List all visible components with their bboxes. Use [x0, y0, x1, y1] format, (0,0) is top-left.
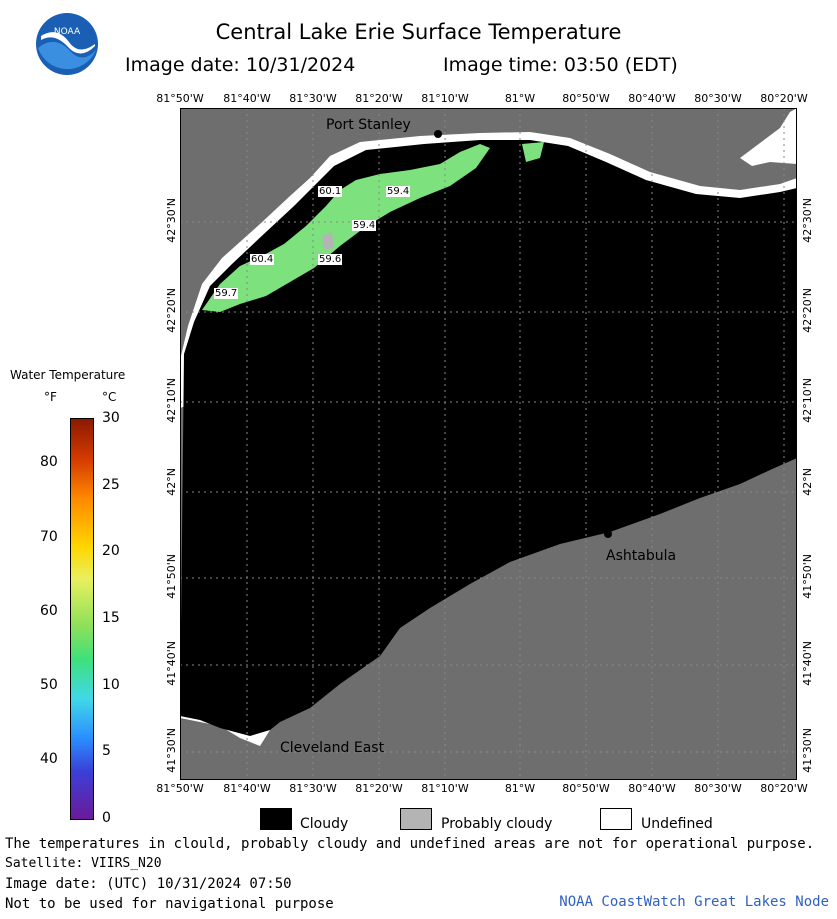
legend-title: Water Temperature	[10, 368, 126, 382]
longitude-tick-label: 80°30'W	[694, 782, 742, 795]
latitude-tick-label: 41°40'N	[801, 641, 814, 686]
latitude-tick-label: 42°10'N	[801, 378, 814, 423]
fahrenheit-tick-label: 80	[40, 454, 58, 471]
lake-map	[180, 108, 797, 780]
latitude-tick-label: 41°30'N	[165, 728, 178, 773]
longitude-tick-label: 80°50'W	[562, 782, 610, 795]
color-bar	[70, 418, 94, 820]
latitude-tick-label: 41°50'N	[801, 554, 814, 599]
fahrenheit-tick-label: 40	[40, 750, 58, 767]
port-stanley-label: Port Stanley	[326, 117, 411, 133]
latitude-tick-label: 41°40'N	[165, 641, 178, 686]
temperature-label: 59.6	[318, 254, 343, 265]
latitude-tick-label: 42°N	[165, 468, 178, 496]
longitude-tick-label: 81°30'W	[289, 92, 337, 105]
probably-cloudy-patch	[322, 232, 334, 250]
longitude-tick-label: 80°30'W	[694, 92, 742, 105]
disclaimer: The temperatures in clould, probably clo…	[5, 836, 815, 852]
image-date: Image date: 10/31/2024	[125, 54, 356, 76]
graticule	[180, 108, 797, 780]
longitude-tick-label: 81°40'W	[223, 782, 271, 795]
noaa-logo: NOAA	[35, 12, 99, 76]
cleveland-east-marker	[266, 720, 274, 728]
noaa-logo-text: NOAA	[54, 27, 81, 37]
celsius-tick-label: 30	[102, 410, 120, 426]
ashtabula-label: Ashtabula	[606, 548, 677, 564]
longitude-tick-label: 81°50'W	[156, 92, 204, 105]
undefined-label: Undefined	[641, 816, 713, 832]
port-stanley-marker	[434, 130, 442, 138]
celsius-tick-label: 15	[102, 610, 120, 626]
latitude-tick-label: 42°20'N	[165, 288, 178, 333]
cloudy-swatch	[260, 808, 292, 830]
legend-unit-celsius: °C	[102, 390, 117, 404]
probably-cloudy-swatch	[400, 808, 432, 830]
longitude-tick-label: 81°30'W	[289, 782, 337, 795]
temperature-label: 59.4	[386, 186, 411, 197]
celsius-tick-label: 10	[102, 676, 120, 693]
latitude-tick-label: 41°50'N	[165, 554, 178, 599]
satellite: Satellite: VIIRS_N20	[5, 856, 162, 871]
cloudy-label: Cloudy	[300, 816, 349, 832]
longitude-tick-label: 80°20'W	[760, 782, 808, 795]
longitude-tick-label: 81°W	[504, 782, 536, 795]
latitude-tick-label: 42°20'N	[801, 288, 814, 333]
longitude-tick-label: 81°50'W	[156, 782, 204, 795]
warm-water-band	[202, 144, 490, 312]
celsius-tick-label: 0	[102, 810, 111, 826]
longitude-tick-label: 81°20'W	[355, 92, 403, 105]
longitude-tick-label: 80°40'W	[628, 92, 676, 105]
longitude-tick-label: 80°40'W	[628, 782, 676, 795]
latitude-tick-label: 42°10'N	[165, 378, 178, 423]
celsius-tick-label: 25	[102, 476, 120, 493]
temperature-label: 60.4	[250, 254, 275, 265]
credit-line: NOAA CoastWatch Great Lakes Node	[559, 894, 829, 910]
fahrenheit-tick-label: 50	[40, 676, 58, 693]
longitude-tick-label: 81°40'W	[223, 92, 271, 105]
temperature-label: 59.7	[214, 288, 239, 299]
undefined-patch-east	[740, 108, 797, 166]
latitude-tick-label: 41°30'N	[801, 728, 814, 773]
longitude-tick-label: 80°50'W	[562, 92, 610, 105]
temperature-label: 59.4	[352, 220, 377, 231]
latitude-tick-label: 42°30'N	[165, 198, 178, 243]
cloudy-lake	[180, 140, 797, 736]
temperature-label: 60.1	[318, 186, 343, 197]
noaa-logo-icon: NOAA	[36, 13, 98, 75]
longitude-tick-label: 81°20'W	[355, 782, 403, 795]
warm-water-patch	[522, 142, 544, 162]
probably-cloudy-label: Probably cloudy	[441, 816, 553, 832]
cleveland-east-label: Cleveland East	[280, 740, 385, 756]
latitude-tick-label: 42°30'N	[801, 198, 814, 243]
celsius-tick-label: 20	[102, 543, 120, 560]
fahrenheit-tick-label: 70	[40, 528, 58, 545]
image-time: Image time: 03:50 (EDT)	[443, 54, 678, 76]
longitude-tick-label: 81°10'W	[421, 92, 469, 105]
latitude-tick-label: 42°N	[801, 468, 814, 496]
longitude-tick-label: 80°20'W	[760, 92, 808, 105]
page-title: Central Lake Erie Surface Temperature	[215, 20, 622, 44]
ashtabula-marker	[604, 530, 612, 538]
longitude-tick-label: 81°10'W	[421, 782, 469, 795]
longitude-tick-label: 81°W	[504, 92, 536, 105]
celsius-tick-label: 5	[102, 743, 111, 760]
utc-date: Image date: (UTC) 10/31/2024 07:50	[5, 876, 292, 892]
navigation-warning: Not to be used for navigational purpose	[5, 896, 334, 912]
fahrenheit-tick-label: 60	[40, 602, 58, 619]
legend-unit-fahrenheit: °F	[44, 390, 57, 404]
undefined-swatch	[600, 808, 632, 830]
map-border	[180, 108, 797, 780]
